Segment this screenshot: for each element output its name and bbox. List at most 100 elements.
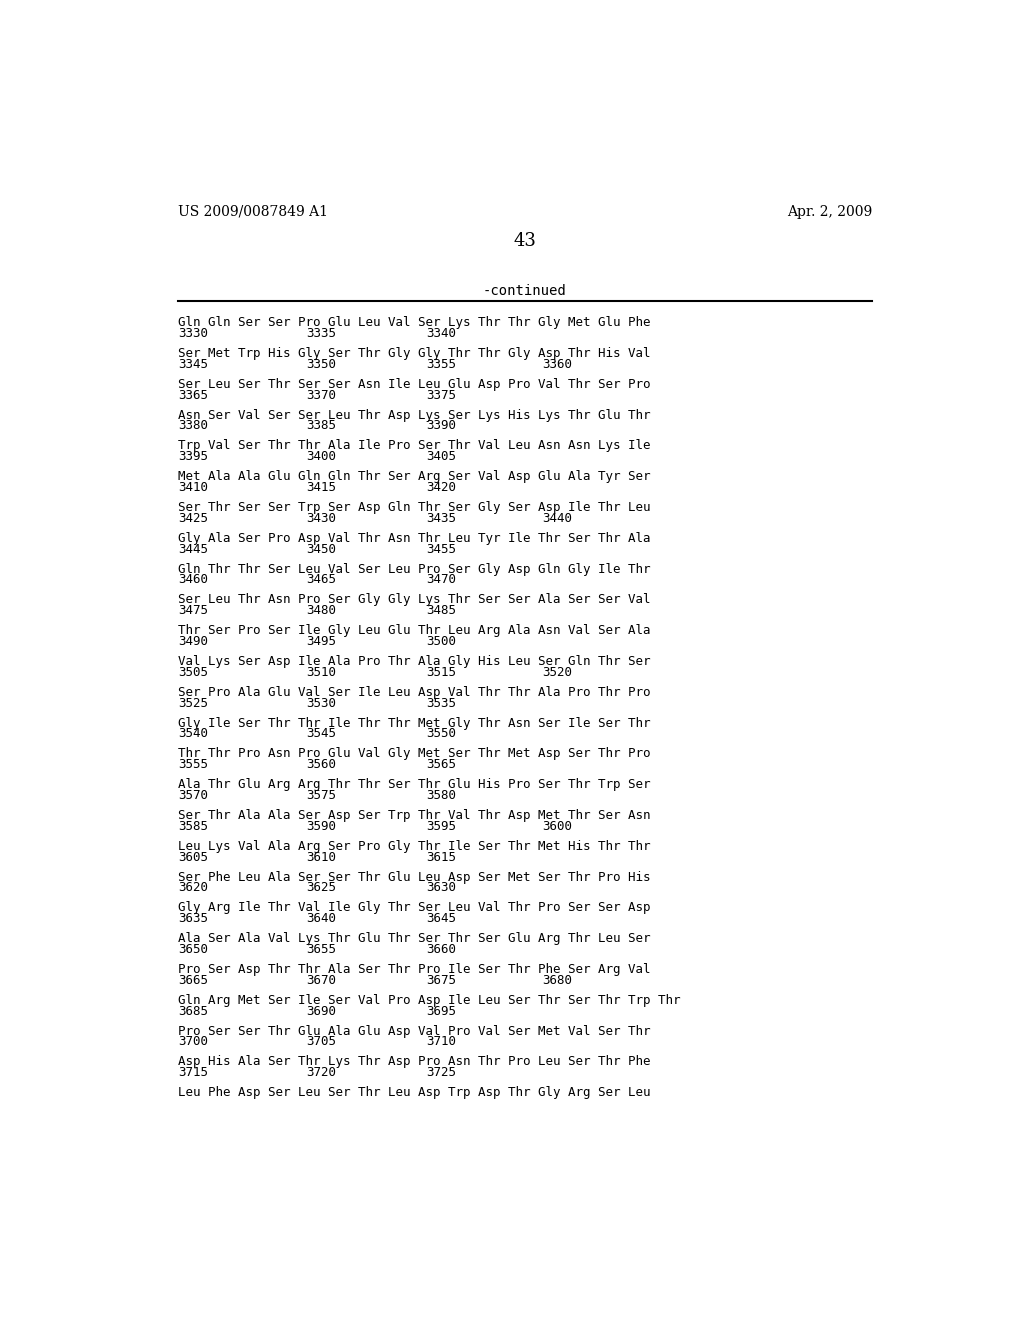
Text: 3680: 3680 [543, 974, 572, 987]
Text: 3330: 3330 [178, 327, 208, 341]
Text: 3485: 3485 [426, 605, 457, 618]
Text: Ser Thr Ser Ser Trp Ser Asp Gln Thr Ser Gly Ser Asp Ile Thr Leu: Ser Thr Ser Ser Trp Ser Asp Gln Thr Ser … [178, 502, 651, 513]
Text: 3710: 3710 [426, 1035, 457, 1048]
Text: 3620: 3620 [178, 882, 208, 895]
Text: 3670: 3670 [306, 974, 336, 987]
Text: 3450: 3450 [306, 543, 336, 556]
Text: Asp His Ala Ser Thr Lys Thr Asp Pro Asn Thr Pro Leu Ser Thr Phe: Asp His Ala Ser Thr Lys Thr Asp Pro Asn … [178, 1056, 651, 1068]
Text: 3400: 3400 [306, 450, 336, 463]
Text: 3560: 3560 [306, 758, 336, 771]
Text: 3605: 3605 [178, 850, 208, 863]
Text: Trp Val Ser Thr Thr Ala Ile Pro Ser Thr Val Leu Asn Asn Lys Ile: Trp Val Ser Thr Thr Ala Ile Pro Ser Thr … [178, 440, 651, 453]
Text: 3615: 3615 [426, 850, 457, 863]
Text: 3375: 3375 [426, 388, 457, 401]
Text: Gln Thr Thr Ser Leu Val Ser Leu Pro Ser Gly Asp Gln Gly Ile Thr: Gln Thr Thr Ser Leu Val Ser Leu Pro Ser … [178, 562, 651, 576]
Text: Gly Ile Ser Thr Thr Ile Thr Thr Met Gly Thr Asn Ser Ile Ser Thr: Gly Ile Ser Thr Thr Ile Thr Thr Met Gly … [178, 717, 651, 730]
Text: Pro Ser Ser Thr Glu Ala Glu Asp Val Pro Val Ser Met Val Ser Thr: Pro Ser Ser Thr Glu Ala Glu Asp Val Pro … [178, 1024, 651, 1038]
Text: 3715: 3715 [178, 1067, 208, 1080]
Text: 3580: 3580 [426, 789, 457, 803]
Text: Ser Phe Leu Ala Ser Ser Thr Glu Leu Asp Ser Met Ser Thr Pro His: Ser Phe Leu Ala Ser Ser Thr Glu Leu Asp … [178, 871, 651, 883]
Text: 3595: 3595 [426, 820, 457, 833]
Text: 3650: 3650 [178, 942, 208, 956]
Text: 3465: 3465 [306, 573, 336, 586]
Text: 3535: 3535 [426, 697, 457, 710]
Text: 3655: 3655 [306, 942, 336, 956]
Text: 3725: 3725 [426, 1067, 457, 1080]
Text: 3640: 3640 [306, 912, 336, 925]
Text: 3700: 3700 [178, 1035, 208, 1048]
Text: 3385: 3385 [306, 420, 336, 433]
Text: 3540: 3540 [178, 727, 208, 741]
Text: 3515: 3515 [426, 665, 457, 678]
Text: 3455: 3455 [426, 543, 457, 556]
Text: Ser Thr Ala Ala Ser Asp Ser Trp Thr Val Thr Asp Met Thr Ser Asn: Ser Thr Ala Ala Ser Asp Ser Trp Thr Val … [178, 809, 651, 822]
Text: Ala Thr Glu Arg Arg Thr Thr Ser Thr Glu His Pro Ser Thr Trp Ser: Ala Thr Glu Arg Arg Thr Thr Ser Thr Glu … [178, 779, 651, 791]
Text: 3660: 3660 [426, 942, 457, 956]
Text: 3665: 3665 [178, 974, 208, 987]
Text: 3625: 3625 [306, 882, 336, 895]
Text: Val Lys Ser Asp Ile Ala Pro Thr Ala Gly His Leu Ser Gln Thr Ser: Val Lys Ser Asp Ile Ala Pro Thr Ala Gly … [178, 655, 651, 668]
Text: 3500: 3500 [426, 635, 457, 648]
Text: 3525: 3525 [178, 697, 208, 710]
Text: 3335: 3335 [306, 327, 336, 341]
Text: Ser Met Trp His Gly Ser Thr Gly Gly Thr Thr Gly Asp Thr His Val: Ser Met Trp His Gly Ser Thr Gly Gly Thr … [178, 347, 651, 360]
Text: 43: 43 [513, 231, 537, 249]
Text: 3355: 3355 [426, 358, 457, 371]
Text: 3510: 3510 [306, 665, 336, 678]
Text: 3420: 3420 [426, 480, 457, 494]
Text: 3380: 3380 [178, 420, 208, 433]
Text: 3570: 3570 [178, 789, 208, 803]
Text: Leu Lys Val Ala Arg Ser Pro Gly Thr Ile Ser Thr Met His Thr Thr: Leu Lys Val Ala Arg Ser Pro Gly Thr Ile … [178, 840, 651, 853]
Text: 3555: 3555 [178, 758, 208, 771]
Text: 3495: 3495 [306, 635, 336, 648]
Text: 3475: 3475 [178, 605, 208, 618]
Text: 3705: 3705 [306, 1035, 336, 1048]
Text: 3370: 3370 [306, 388, 336, 401]
Text: Asn Ser Val Ser Ser Leu Thr Asp Lys Ser Lys His Lys Thr Glu Thr: Asn Ser Val Ser Ser Leu Thr Asp Lys Ser … [178, 409, 651, 421]
Text: 3435: 3435 [426, 512, 457, 525]
Text: Ser Pro Ala Glu Val Ser Ile Leu Asp Val Thr Thr Ala Pro Thr Pro: Ser Pro Ala Glu Val Ser Ile Leu Asp Val … [178, 686, 651, 698]
Text: Apr. 2, 2009: Apr. 2, 2009 [786, 205, 872, 219]
Text: Gln Arg Met Ser Ile Ser Val Pro Asp Ile Leu Ser Thr Ser Thr Trp Thr: Gln Arg Met Ser Ile Ser Val Pro Asp Ile … [178, 994, 681, 1007]
Text: US 2009/0087849 A1: US 2009/0087849 A1 [178, 205, 329, 219]
Text: 3405: 3405 [426, 450, 457, 463]
Text: 3685: 3685 [178, 1005, 208, 1018]
Text: 3590: 3590 [306, 820, 336, 833]
Text: 3600: 3600 [543, 820, 572, 833]
Text: Thr Thr Pro Asn Pro Glu Val Gly Met Ser Thr Met Asp Ser Thr Pro: Thr Thr Pro Asn Pro Glu Val Gly Met Ser … [178, 747, 651, 760]
Text: 3505: 3505 [178, 665, 208, 678]
Text: 3610: 3610 [306, 850, 336, 863]
Text: 3530: 3530 [306, 697, 336, 710]
Text: 3395: 3395 [178, 450, 208, 463]
Text: Pro Ser Asp Thr Thr Ala Ser Thr Pro Ile Ser Thr Phe Ser Arg Val: Pro Ser Asp Thr Thr Ala Ser Thr Pro Ile … [178, 964, 651, 975]
Text: Gly Ala Ser Pro Asp Val Thr Asn Thr Leu Tyr Ile Thr Ser Thr Ala: Gly Ala Ser Pro Asp Val Thr Asn Thr Leu … [178, 532, 651, 545]
Text: Ser Leu Ser Thr Ser Ser Asn Ile Leu Glu Asp Pro Val Thr Ser Pro: Ser Leu Ser Thr Ser Ser Asn Ile Leu Glu … [178, 378, 651, 391]
Text: 3425: 3425 [178, 512, 208, 525]
Text: 3345: 3345 [178, 358, 208, 371]
Text: Gln Gln Ser Ser Pro Glu Leu Val Ser Lys Thr Thr Gly Met Glu Phe: Gln Gln Ser Ser Pro Glu Leu Val Ser Lys … [178, 317, 651, 329]
Text: 3675: 3675 [426, 974, 457, 987]
Text: 3350: 3350 [306, 358, 336, 371]
Text: 3480: 3480 [306, 605, 336, 618]
Text: 3490: 3490 [178, 635, 208, 648]
Text: 3410: 3410 [178, 480, 208, 494]
Text: 3550: 3550 [426, 727, 457, 741]
Text: Thr Ser Pro Ser Ile Gly Leu Glu Thr Leu Arg Ala Asn Val Ser Ala: Thr Ser Pro Ser Ile Gly Leu Glu Thr Leu … [178, 624, 651, 638]
Text: 3470: 3470 [426, 573, 457, 586]
Text: 3520: 3520 [543, 665, 572, 678]
Text: 3695: 3695 [426, 1005, 457, 1018]
Text: 3635: 3635 [178, 912, 208, 925]
Text: 3445: 3445 [178, 543, 208, 556]
Text: Ala Ser Ala Val Lys Thr Glu Thr Ser Thr Ser Glu Arg Thr Leu Ser: Ala Ser Ala Val Lys Thr Glu Thr Ser Thr … [178, 932, 651, 945]
Text: Leu Phe Asp Ser Leu Ser Thr Leu Asp Trp Asp Thr Gly Arg Ser Leu: Leu Phe Asp Ser Leu Ser Thr Leu Asp Trp … [178, 1086, 651, 1100]
Text: 3565: 3565 [426, 758, 457, 771]
Text: 3690: 3690 [306, 1005, 336, 1018]
Text: 3415: 3415 [306, 480, 336, 494]
Text: 3575: 3575 [306, 789, 336, 803]
Text: Met Ala Ala Glu Gln Gln Thr Ser Arg Ser Val Asp Glu Ala Tyr Ser: Met Ala Ala Glu Gln Gln Thr Ser Arg Ser … [178, 470, 651, 483]
Text: 3460: 3460 [178, 573, 208, 586]
Text: Gly Arg Ile Thr Val Ile Gly Thr Ser Leu Val Thr Pro Ser Ser Asp: Gly Arg Ile Thr Val Ile Gly Thr Ser Leu … [178, 902, 651, 915]
Text: 3340: 3340 [426, 327, 457, 341]
Text: Ser Leu Thr Asn Pro Ser Gly Gly Lys Thr Ser Ser Ala Ser Ser Val: Ser Leu Thr Asn Pro Ser Gly Gly Lys Thr … [178, 594, 651, 606]
Text: 3545: 3545 [306, 727, 336, 741]
